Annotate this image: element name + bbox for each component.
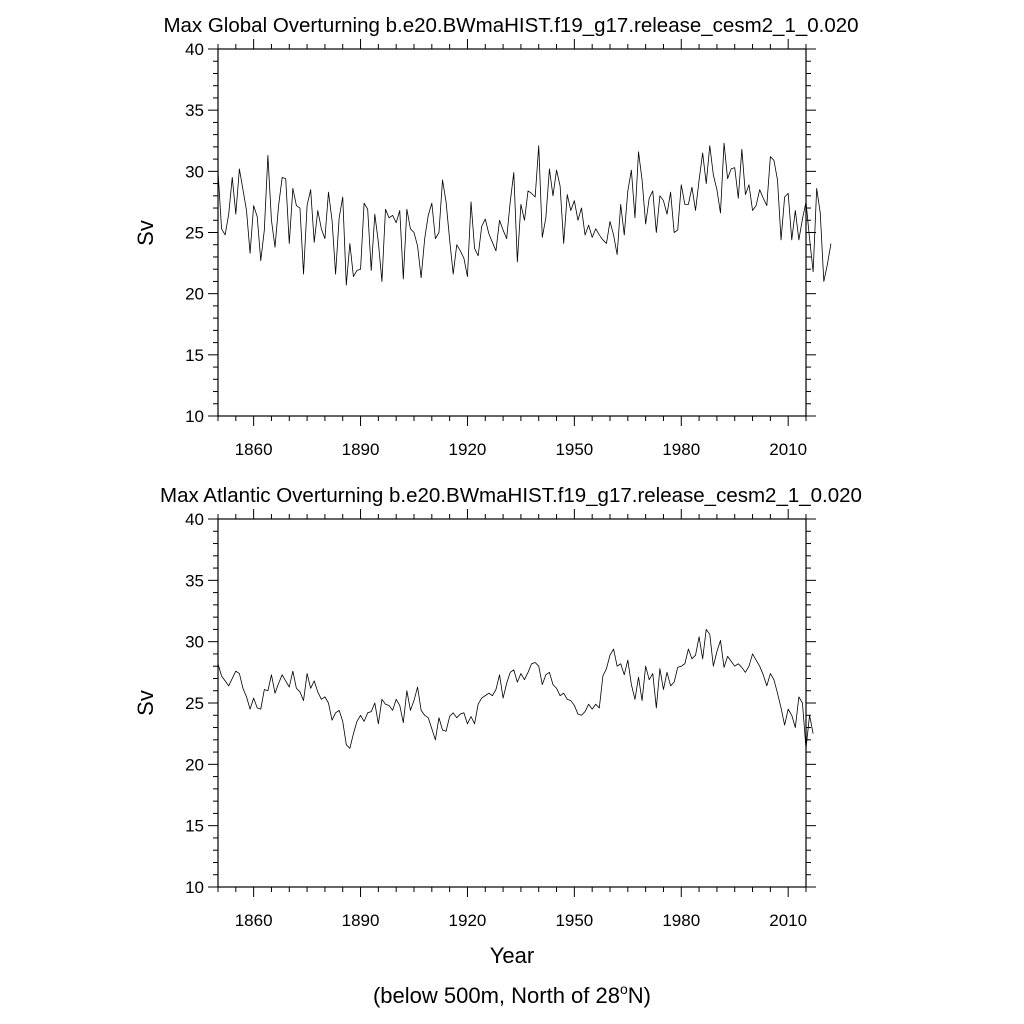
global-series-line xyxy=(217,142,832,286)
atlantic-y-axis-label: Sv xyxy=(133,690,158,716)
footnote-superscript: o xyxy=(620,981,628,997)
atlantic-x-tick-label: 2010 xyxy=(769,911,807,930)
global-y-tick-label: 40 xyxy=(185,40,204,59)
atlantic-x-tick-label: 1980 xyxy=(662,911,700,930)
footnote-prefix: (below 500m, North of 28 xyxy=(373,983,620,1008)
atlantic-x-tick-label: 1920 xyxy=(449,911,487,930)
global-y-tick-label: 20 xyxy=(185,285,204,304)
atlantic-y-tick-label: 15 xyxy=(185,817,204,836)
atlantic-x-tick-label: 1950 xyxy=(555,911,593,930)
global-y-tick-label: 35 xyxy=(185,101,204,120)
atlantic-x-tick-label: 1890 xyxy=(342,911,380,930)
atlantic-series-line xyxy=(217,629,814,749)
global-x-tick-label: 1980 xyxy=(662,440,700,459)
atlantic-y-tick-label: 20 xyxy=(185,755,204,774)
atlantic-chart-title: Max Atlantic Overturning b.e20.BWmaHIST.… xyxy=(160,484,862,507)
footnote-suffix: N) xyxy=(628,983,651,1008)
atlantic-tick-labels: 10 15 20 25 30 35 40 1860 1890 1920 1950 1980 2010 xyxy=(185,510,807,930)
global-tick-labels: 10 15 20 25 30 35 40 1860 1890 1920 1950 1980 2010 xyxy=(185,40,807,459)
atlantic-y-tick-label: 25 xyxy=(185,694,204,713)
atlantic-y-tick-label: 35 xyxy=(185,571,204,590)
global-y-axis-label: Sv xyxy=(133,220,158,246)
global-y-tick-label: 15 xyxy=(185,346,204,365)
x-axis-label: Year xyxy=(490,943,534,968)
atlantic-y-tick-label: 10 xyxy=(185,878,204,897)
global-overturning-panel: Max Global Overturning b.e20.BWmaHIST.f1… xyxy=(133,14,859,459)
global-x-tick-label: 1920 xyxy=(449,440,487,459)
atlantic-y-tick-label: 40 xyxy=(185,510,204,529)
atlantic-ticks xyxy=(208,509,816,897)
global-plot-frame xyxy=(217,48,807,417)
atlantic-y-tick-label: 30 xyxy=(185,633,204,652)
atlantic-x-tick-label: 1860 xyxy=(235,911,273,930)
global-x-tick-label: 1950 xyxy=(555,440,593,459)
global-ticks xyxy=(208,39,816,426)
global-x-tick-label: 1890 xyxy=(342,440,380,459)
global-x-tick-label: 1860 xyxy=(235,440,273,459)
atlantic-overturning-panel: Max Atlantic Overturning b.e20.BWmaHIST.… xyxy=(133,484,862,930)
global-y-tick-label: 10 xyxy=(185,407,204,426)
global-y-tick-label: 30 xyxy=(185,162,204,181)
global-x-tick-label: 2010 xyxy=(769,440,807,459)
global-y-tick-label: 25 xyxy=(185,224,204,243)
atlantic-plot-frame xyxy=(217,518,807,888)
global-chart-title: Max Global Overturning b.e20.BWmaHIST.f1… xyxy=(163,14,858,37)
footnote: (below 500m, North of 28oN) xyxy=(373,981,651,1008)
